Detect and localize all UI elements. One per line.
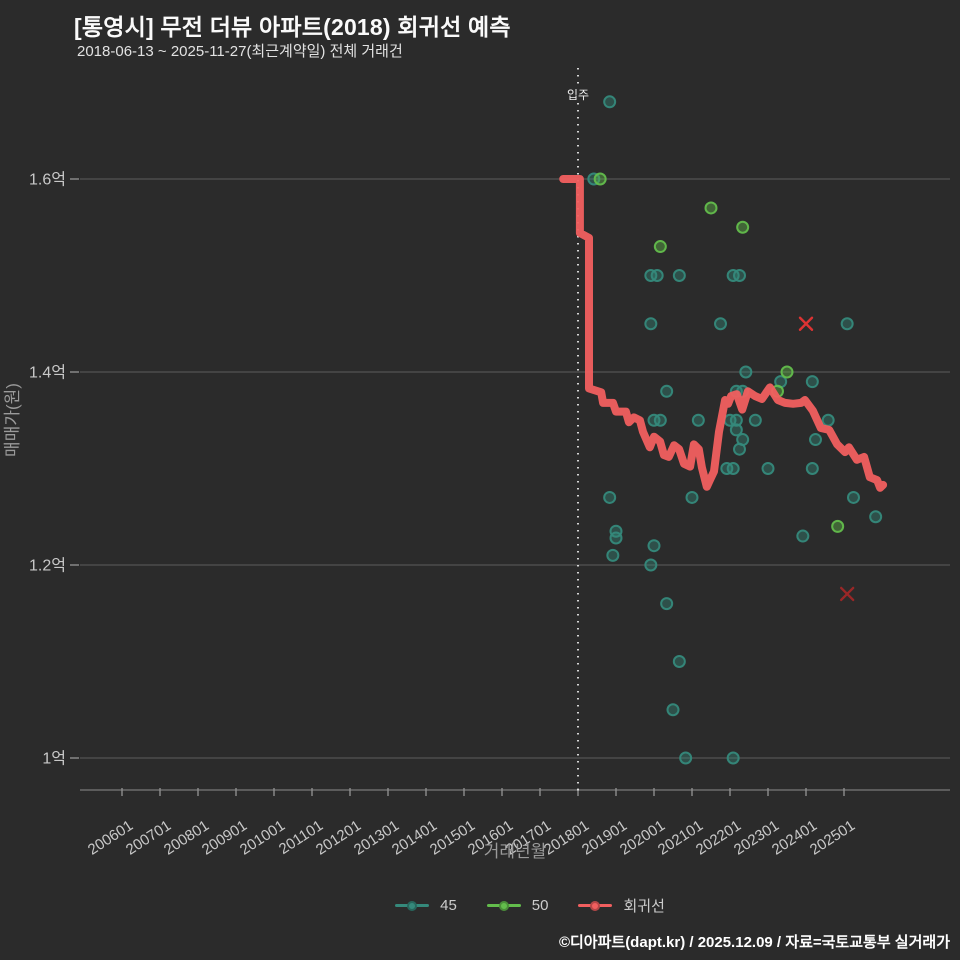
movein-label: 입주: [567, 88, 589, 102]
scatter-point-45: [714, 317, 727, 331]
scatter-point-50: [831, 519, 845, 533]
scatter-point-45: [606, 548, 620, 562]
scatter-point-45: [603, 95, 617, 109]
outlier-x-icon: [839, 586, 855, 602]
scatter-point-45: [644, 558, 658, 572]
scatter-point-45: [733, 269, 746, 282]
scatter-point-50: [653, 240, 667, 254]
x-axis-title: 거래년월: [484, 842, 547, 861]
scatter-point-45: [796, 529, 810, 543]
legend-dot-icon: [407, 900, 418, 911]
y-tick-label: 1.4억: [29, 364, 66, 382]
page-title: [통영시] 무전 더뷰 아파트(2018) 회귀선 예측: [74, 14, 511, 40]
scatter-point-50: [704, 201, 718, 215]
legend: 45 50 회귀선: [50, 895, 960, 916]
scatter-point-45: [847, 490, 860, 504]
copyright-source-text: ©디아파트(dapt.kr) / 2025.12.09 / 자료=국토교통부 실…: [558, 934, 950, 951]
legend-marker-50: [486, 900, 521, 911]
scatter-point-45: [666, 703, 680, 717]
scatter-point-45: [840, 317, 854, 331]
legend-label-regression: 회귀선: [623, 898, 665, 915]
scatter-point-45: [739, 365, 753, 379]
scatter-point-45: [805, 462, 819, 475]
legend-marker-regression: [578, 900, 613, 911]
y-tick-label: 1.6억: [29, 171, 66, 189]
scatter-point-45: [805, 375, 819, 389]
scatter-point-45: [733, 442, 746, 456]
scatter-point-50: [736, 220, 750, 234]
y-tick-label: 1억: [42, 750, 66, 768]
legend-label-50: 50: [531, 897, 549, 914]
y-axis-title: 매매가(원): [3, 383, 22, 457]
legend-item-45: 45: [395, 897, 457, 914]
scatter-point-45: [672, 655, 686, 668]
y-tick-label: 1.2억: [29, 557, 66, 575]
page-subtitle: 2018-06-13 ~ 2025-11-27(최근계약일) 전체 거래건: [77, 43, 403, 60]
scatter-point-45: [650, 269, 664, 282]
scatter-point-45: [672, 269, 686, 282]
legend-dot-icon: [498, 900, 509, 911]
scatter-point-45: [748, 413, 762, 427]
scatter-point-45: [691, 413, 705, 427]
scatter-point-45: [761, 462, 775, 475]
scatter-point-45: [660, 384, 674, 398]
legend-item-50: 50: [486, 897, 549, 914]
scatter-point-45: [869, 510, 883, 524]
scatter-point-45: [647, 539, 661, 553]
legend-marker-45: [395, 900, 430, 911]
legend-label-45: 45: [440, 897, 457, 914]
scatter-point-45: [609, 531, 623, 545]
scatter-point-45: [726, 462, 740, 475]
scatter-point-45: [653, 413, 667, 427]
scatter-point-45: [729, 423, 743, 437]
scatter-point-45: [679, 751, 693, 765]
outlier-x-icon: [798, 316, 814, 331]
regression-line: [559, 175, 888, 492]
scatter-point-45: [821, 413, 835, 427]
legend-item-regression: 회귀선: [578, 895, 665, 916]
scatter-point-45: [660, 597, 674, 611]
scatter-point-45: [603, 490, 617, 504]
legend-dot-icon: [590, 900, 601, 911]
scatter-point-50: [593, 172, 607, 186]
scatter-point-45: [685, 490, 699, 504]
scatter-point-45: [726, 751, 740, 765]
scatter-point-50: [780, 365, 794, 379]
movein-label-bg: [563, 86, 593, 102]
scatter-point-45: [644, 317, 658, 331]
scatter-point-45: [809, 433, 822, 447]
scatter-point-45: [729, 413, 743, 427]
